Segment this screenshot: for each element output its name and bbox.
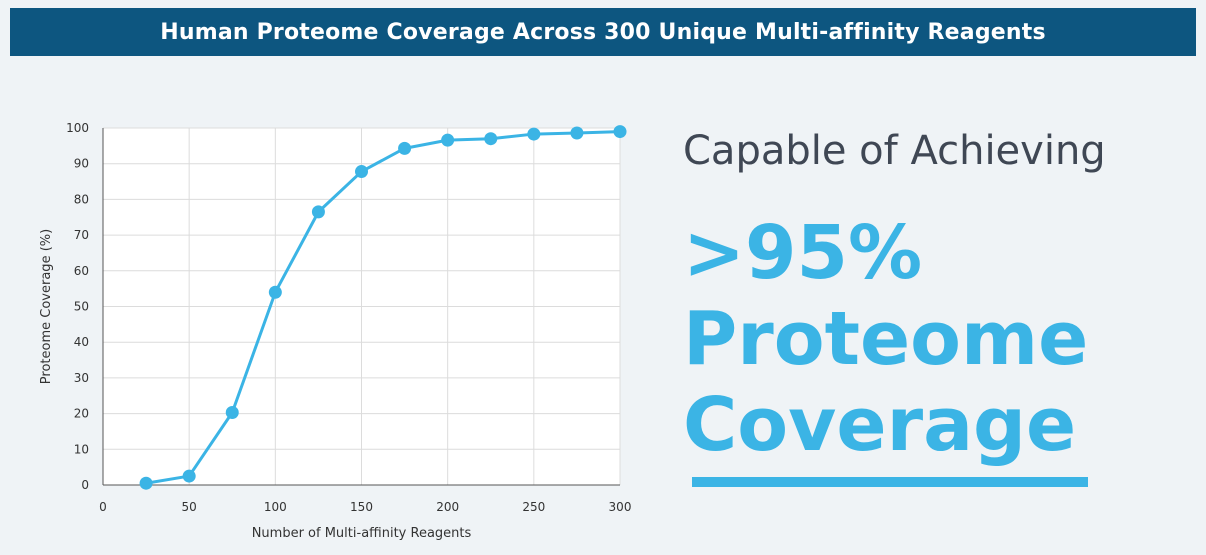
data-point xyxy=(139,476,153,490)
data-point xyxy=(182,469,196,483)
callout-percentage: >95% xyxy=(683,210,923,296)
x-tick-label: 0 xyxy=(99,500,107,514)
data-point xyxy=(613,125,627,139)
y-tick-label: 80 xyxy=(74,192,89,206)
y-tick-label: 0 xyxy=(81,478,89,492)
callout-coverage: Coverage xyxy=(683,382,1077,468)
data-point xyxy=(570,126,584,140)
data-series xyxy=(139,125,627,490)
chart-grid xyxy=(102,127,621,486)
banner-title: Human Proteome Coverage Across 300 Uniqu… xyxy=(10,8,1196,56)
data-point xyxy=(311,205,325,219)
y-tick-label: 30 xyxy=(74,371,89,385)
x-tick-label: 50 xyxy=(182,500,197,514)
y-tick-label: 60 xyxy=(74,264,89,278)
y-tick-label: 90 xyxy=(74,157,89,171)
data-point xyxy=(441,133,455,147)
x-tick-label: 100 xyxy=(264,500,287,514)
data-point xyxy=(225,406,239,420)
x-tick-label: 300 xyxy=(609,500,632,514)
data-point xyxy=(268,285,282,299)
series-line xyxy=(145,130,621,485)
y-tick-label: 70 xyxy=(74,228,89,242)
y-tick-label: 20 xyxy=(74,407,89,421)
x-tick-label: 200 xyxy=(436,500,459,514)
chart-axes xyxy=(102,128,620,486)
tick-labels: 0 10 20 30 40 50 60 70 80 90 100 0 50 100 150 200 250 300 xyxy=(66,121,631,514)
data-point xyxy=(355,165,368,179)
x-tick-label: 250 xyxy=(522,500,545,514)
callout-lead: Capable of Achieving xyxy=(683,128,1106,174)
data-point xyxy=(398,141,412,155)
x-tick-label: 150 xyxy=(350,500,373,514)
y-tick-label: 10 xyxy=(74,442,89,456)
y-axis-title: Proteome Coverage (%) xyxy=(39,229,54,384)
y-tick-label: 50 xyxy=(74,300,89,314)
callout-underline xyxy=(692,477,1088,487)
y-tick-label: 100 xyxy=(66,121,89,135)
data-point xyxy=(484,132,498,146)
callout-proteome: Proteome xyxy=(683,296,1089,382)
y-tick-label: 40 xyxy=(74,335,89,349)
data-point xyxy=(527,127,541,141)
x-axis-title: Number of Multi-affinity Reagents xyxy=(252,526,472,541)
